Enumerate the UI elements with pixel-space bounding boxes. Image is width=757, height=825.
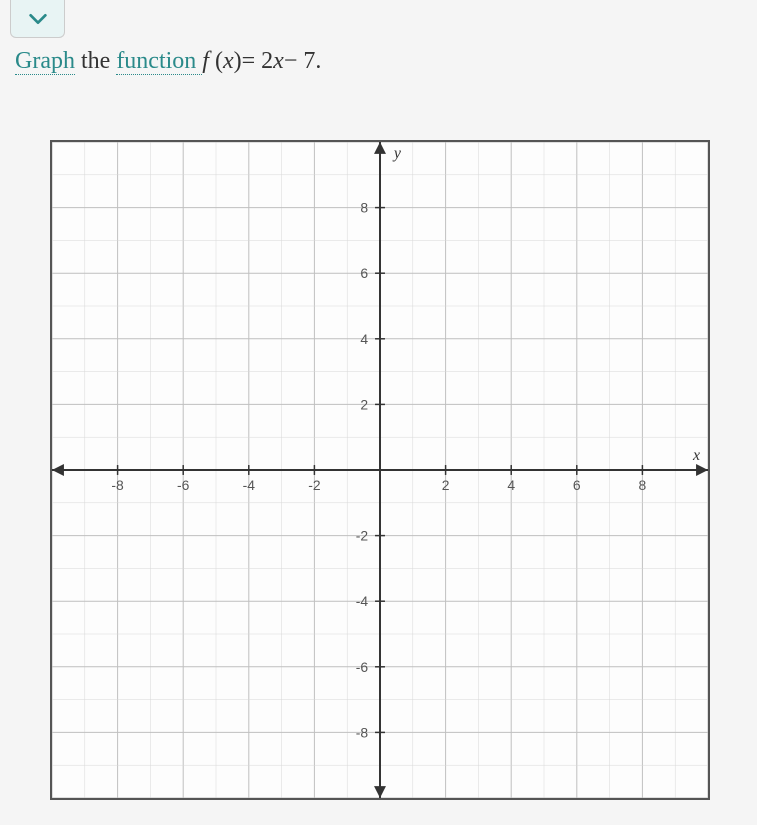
svg-text:-4: -4 [356,593,369,609]
svg-text:-8: -8 [111,477,124,493]
svg-text:-2: -2 [356,528,369,544]
graph-svg: -8 -6 -4 -2 2 4 6 8 2 4 6 8 -2 -4 -6 -8 y x [52,142,708,798]
svg-text:8: 8 [639,477,647,493]
svg-text:-4: -4 [243,477,256,493]
link-graph[interactable]: Graph [15,48,75,75]
svg-text:2: 2 [442,477,450,493]
svg-text:-8: -8 [356,724,369,740]
svg-text:y: y [392,145,402,162]
link-function[interactable]: function [116,48,202,75]
problem-statement: Graph the function f (x)= 2x− 7. [15,48,321,75]
svg-text:x: x [692,447,700,464]
tick-labels: -8 -6 -4 -2 2 4 6 8 2 4 6 8 -2 -4 -6 -8 y x [111,145,700,740]
svg-text:8: 8 [360,200,368,216]
svg-text:-6: -6 [177,477,190,493]
svg-text:6: 6 [573,477,581,493]
problem-text-1: the [75,48,116,74]
svg-text:6: 6 [360,265,368,281]
equation: f (x)= 2x− 7. [202,48,321,74]
chevron-down-icon [27,8,49,30]
svg-text:-2: -2 [308,477,321,493]
svg-text:-6: -6 [356,659,369,675]
coordinate-grid[interactable]: -8 -6 -4 -2 2 4 6 8 2 4 6 8 -2 -4 -6 -8 y x [50,140,710,800]
svg-text:2: 2 [360,396,368,412]
collapse-checkmark-tab[interactable] [10,0,65,38]
svg-text:4: 4 [507,477,515,493]
svg-text:4: 4 [360,331,368,347]
